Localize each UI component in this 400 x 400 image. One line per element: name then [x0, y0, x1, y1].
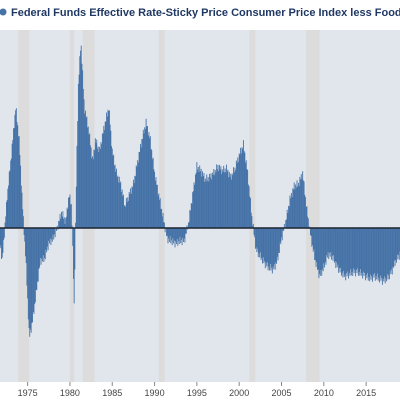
- x-tick-label: 2010: [314, 388, 334, 398]
- legend-marker-icon: [0, 8, 7, 16]
- chart-title: Federal Funds Effective Rate-Sticky Pric…: [11, 7, 400, 19]
- x-tick-label: 2005: [272, 388, 292, 398]
- recession-band: [249, 30, 256, 382]
- x-tick-label: 1995: [187, 388, 207, 398]
- x-tick-label: 2000: [229, 388, 249, 398]
- x-tick-label: 2015: [356, 388, 376, 398]
- recession-band: [18, 30, 30, 382]
- x-tick-label: 1975: [18, 388, 38, 398]
- data-bars: [0, 45, 400, 337]
- x-tick-label: 1980: [60, 388, 80, 398]
- x-tick-label: 1985: [102, 388, 122, 398]
- recession-band: [69, 30, 75, 382]
- recession-band: [306, 30, 320, 382]
- x-tick-label: 1990: [145, 388, 165, 398]
- x-axis-ticks: 1975 1980 1985 1990 1995 2000 2005 2010 2015: [18, 382, 376, 398]
- recession-band: [158, 30, 165, 382]
